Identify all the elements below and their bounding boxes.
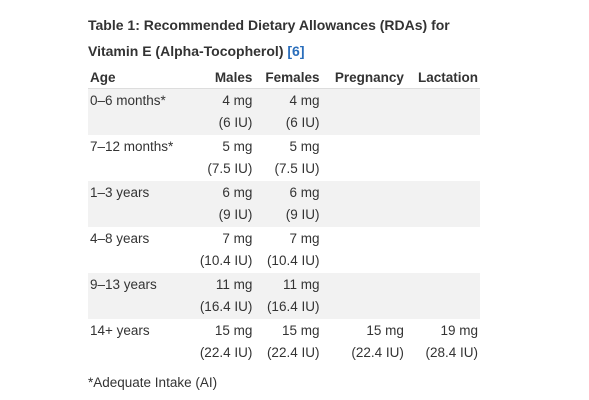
table-cell: 5 mg (7.5 IU) bbox=[254, 135, 321, 181]
table-cell: 9–13 years bbox=[88, 273, 189, 319]
table-cell bbox=[405, 88, 480, 135]
table-cell bbox=[406, 227, 480, 273]
table-cell: 15 mg (22.4 IU) bbox=[254, 319, 321, 365]
reference-link[interactable]: [6] bbox=[287, 43, 305, 59]
header-cell: Age bbox=[88, 66, 189, 89]
cell-line: 4 mg bbox=[222, 93, 253, 108]
cell-line: (6 IU) bbox=[285, 115, 320, 130]
cell-line: 9–13 years bbox=[90, 277, 157, 292]
cell-line: 14+ years bbox=[90, 323, 150, 338]
table-row: 9–13 years 11 mg (16.4 IU) 11 mg (16.4 IU) bbox=[88, 273, 480, 319]
table-block: Table 1: Recommended Dietary Allowances … bbox=[88, 12, 480, 390]
table-cell: 7 mg (10.4 IU) bbox=[189, 227, 254, 273]
cell-line: (28.4 IU) bbox=[425, 345, 478, 360]
table-cell bbox=[405, 181, 480, 227]
table-cell bbox=[321, 181, 406, 227]
cell-line: 0–6 months* bbox=[90, 93, 166, 108]
cell-line: 11 mg bbox=[282, 277, 320, 292]
cell-line: 6 mg bbox=[222, 185, 253, 200]
table-cell: 4 mg (6 IU) bbox=[188, 88, 255, 135]
title-text: Table 1: Recommended Dietary Allowances … bbox=[88, 17, 450, 59]
cell-line: 7 mg bbox=[222, 231, 253, 246]
cell-line: (16.4 IU) bbox=[199, 299, 253, 314]
cell-line: (16.4 IU) bbox=[266, 299, 320, 314]
table-cell: 14+ years bbox=[88, 319, 189, 365]
table-row: 7–12 months* 5 mg (7.5 IU) 5 mg (7.5 IU) bbox=[88, 135, 480, 181]
table-cell: 11 mg (16.4 IU) bbox=[188, 273, 255, 319]
cell-line: 15 mg bbox=[214, 323, 253, 338]
table-cell: 6 mg (9 IU) bbox=[188, 181, 255, 227]
header-row: Age Males Females Pregnancy Lactation bbox=[88, 66, 480, 89]
table-cell: 6 mg (9 IU) bbox=[254, 181, 322, 227]
cell-line: 1–3 years bbox=[90, 185, 150, 200]
cell-line: 7–12 months* bbox=[90, 139, 174, 154]
table-cell bbox=[321, 227, 405, 273]
table-row: 4–8 years 7 mg (10.4 IU) 7 mg (10.4 IU) bbox=[88, 227, 480, 273]
table-row: 14+ years 15 mg (22.4 IU) 15 mg (22.4 IU) 15 … bbox=[88, 319, 480, 365]
table-cell: 1–3 years bbox=[88, 181, 189, 227]
table-cell: 19 mg (28.4 IU) bbox=[406, 319, 480, 365]
cell-line: 11 mg bbox=[215, 277, 253, 292]
cell-line: (22.4 IU) bbox=[266, 345, 320, 360]
header-cell: Males bbox=[188, 66, 255, 89]
cell-line: (9 IU) bbox=[218, 207, 253, 222]
cell-line: (10.4 IU) bbox=[199, 253, 253, 268]
table-title: Table 1: Recommended Dietary Allowances … bbox=[88, 12, 480, 64]
table-cell: 15 mg (22.4 IU) bbox=[189, 319, 254, 365]
cell-line: 19 mg bbox=[440, 323, 478, 338]
cell-line: 6 mg bbox=[289, 185, 320, 200]
table-cell: 4 mg (6 IU) bbox=[254, 88, 322, 135]
cell-line: 7 mg bbox=[289, 231, 320, 246]
footnote: *Adequate Intake (AI) bbox=[88, 375, 218, 390]
table-cell bbox=[406, 135, 480, 181]
cell-line: (9 IU) bbox=[285, 207, 320, 222]
cell-line: 5 mg bbox=[289, 139, 320, 154]
table-row: 1–3 years 6 mg (9 IU) 6 mg (9 IU) bbox=[88, 181, 480, 227]
table-cell bbox=[321, 273, 406, 319]
table-cell: 15 mg (22.4 IU) bbox=[321, 319, 405, 365]
table-cell: 5 mg (7.5 IU) bbox=[189, 135, 254, 181]
cell-line: (7.5 IU) bbox=[207, 161, 253, 176]
cell-line: 4–8 years bbox=[90, 231, 150, 246]
cell-line: (22.4 IU) bbox=[199, 345, 253, 360]
cell-line: (10.4 IU) bbox=[266, 253, 320, 268]
cell-line: 15 mg bbox=[366, 323, 404, 338]
table-cell: 4–8 years bbox=[88, 227, 189, 273]
table-cell bbox=[321, 88, 406, 135]
table-cell: 7–12 months* bbox=[88, 135, 189, 181]
cell-line: (6 IU) bbox=[218, 115, 253, 130]
table-cell: 0–6 months* bbox=[88, 88, 189, 135]
rda-table: Age Males Females Pregnancy Lactation 0–6 mo… bbox=[88, 66, 480, 365]
cell-line: 4 mg bbox=[289, 93, 320, 108]
header-cell: Lactation bbox=[405, 66, 480, 89]
header-cell: Females bbox=[254, 66, 322, 89]
table-cell: 7 mg (10.4 IU) bbox=[254, 227, 321, 273]
table-cell bbox=[321, 135, 405, 181]
table-row: 0–6 months* 4 mg (6 IU) 4 mg (6 IU) bbox=[88, 88, 480, 135]
cell-line: (22.4 IU) bbox=[351, 345, 404, 360]
table-cell: 11 mg (16.4 IU) bbox=[254, 273, 322, 319]
header-cell: Pregnancy bbox=[321, 66, 406, 89]
cell-line: 5 mg bbox=[222, 139, 253, 154]
table-cell bbox=[405, 273, 480, 319]
cell-line: (7.5 IU) bbox=[274, 161, 320, 176]
cell-line: 15 mg bbox=[281, 323, 320, 338]
